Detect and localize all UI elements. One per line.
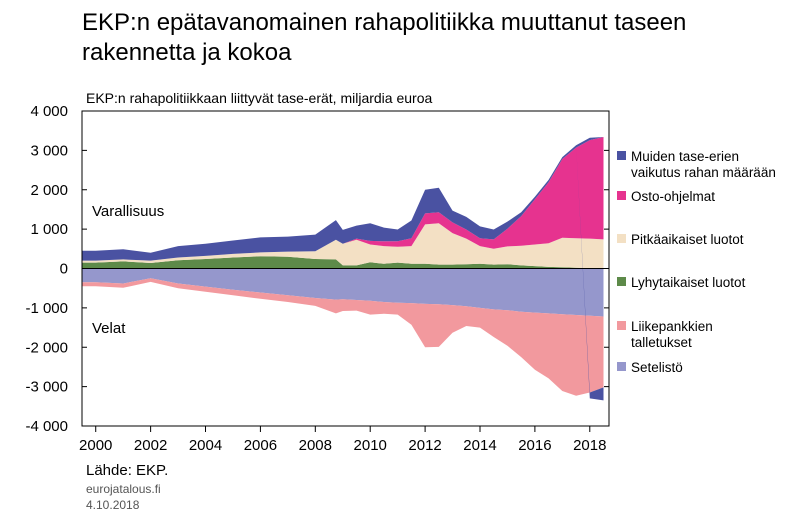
legend-swatch — [617, 234, 626, 243]
y-tick-label: -1 000 — [25, 300, 68, 317]
legend-label: Setelistö — [631, 360, 683, 375]
x-tick-label: 2016 — [518, 437, 551, 454]
y-tick-label: 4 000 — [30, 103, 68, 120]
x-tick-label: 2002 — [134, 437, 167, 454]
legend-item-osto: Osto-ohjelmat — [617, 189, 715, 204]
legend-swatch — [617, 362, 626, 371]
y-tick-label: -4 000 — [25, 418, 68, 435]
chart-areas — [82, 137, 604, 401]
x-tick-label: 2010 — [354, 437, 387, 454]
chart-labels: Varallisuus Velat — [92, 203, 164, 337]
chart-legend: Muiden tase-erien vaikutus rahan määrään O… — [617, 149, 776, 375]
x-tick-label: 2014 — [463, 437, 496, 454]
legend-item-lyhyt: Lyhytaikaiset luotot — [617, 275, 746, 290]
y-tick-label: 1 000 — [30, 221, 68, 238]
legend-label: Liikepankkien talletukset — [631, 319, 713, 350]
legend-item-muiden: Muiden tase-erien vaikutus rahan määrään — [617, 149, 776, 180]
legend-label: Muiden tase-erien vaikutus rahan määrään — [631, 149, 776, 180]
x-tick-label: 2000 — [79, 437, 112, 454]
site-name: eurojatalous.fi — [86, 482, 161, 496]
publish-date: 4.10.2018 — [86, 498, 140, 512]
assets-label: Varallisuus — [92, 203, 164, 220]
legend-item-liike: Liikepankkien talletukset — [617, 319, 713, 350]
y-tick-label: 3 000 — [30, 142, 68, 159]
legend-swatch — [617, 321, 626, 330]
x-tick-label: 2018 — [573, 437, 606, 454]
area-liike — [82, 278, 604, 396]
source-note: Lähde: EKP. — [86, 462, 169, 479]
chart-title: EKP:n epätavanomainen rahapolitiikka muu… — [82, 9, 687, 66]
legend-swatch — [617, 151, 626, 160]
x-tick-label: 2008 — [299, 437, 332, 454]
area-lyhyt — [82, 256, 604, 269]
chart-subtitle: EKP:n rahapolitiikkaan liittyvät tase-er… — [86, 90, 433, 106]
y-tick-label: -2 000 — [25, 339, 68, 356]
x-tick-label: 2012 — [408, 437, 441, 454]
area-muiden — [82, 137, 604, 261]
chart-axes: 4 000 3 000 2 000 1 000 0 -1 000 -2 000 -3 000 -… — [25, 103, 610, 454]
legend-label: Lyhytaikaiset luotot — [631, 275, 746, 290]
legend-label: Pitkäaikaiset luotot — [631, 232, 744, 247]
x-tick-label: 2004 — [189, 437, 222, 454]
legend-item-pitka: Pitkäaikaiset luotot — [617, 232, 744, 247]
legend-swatch — [617, 191, 626, 200]
legend-label: Osto-ohjelmat — [631, 189, 715, 204]
y-tick-label: 0 — [60, 261, 68, 278]
legend-swatch — [617, 277, 626, 286]
area-pitka — [82, 223, 604, 269]
area-setelisto — [82, 268, 604, 317]
y-tick-label: -3 000 — [25, 379, 68, 396]
legend-item-setelisto: Setelistö — [617, 360, 683, 375]
liabilities-label: Velat — [92, 320, 126, 337]
x-tick-label: 2006 — [244, 437, 277, 454]
y-tick-label: 2 000 — [30, 182, 68, 199]
